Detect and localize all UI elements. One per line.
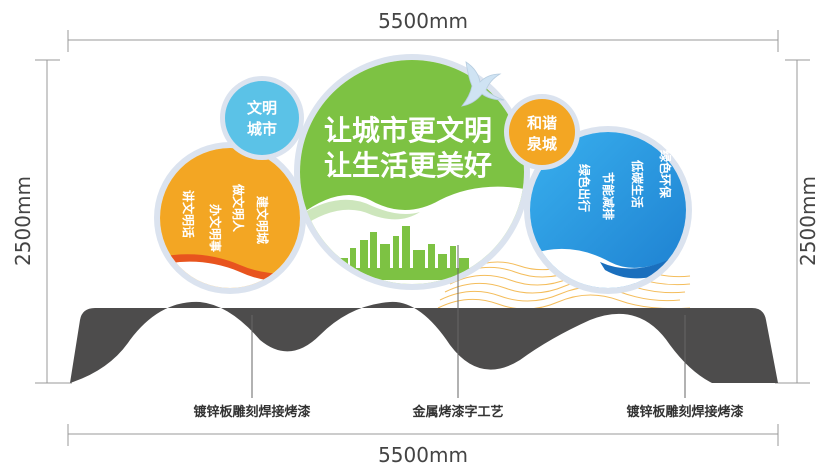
top-dimension: 5500mm	[67, 9, 779, 52]
bird-icon	[461, 61, 505, 107]
slogan-line-2: 让生活更美好	[324, 149, 492, 182]
annotation-left: 镀锌板雕刻焊接烤漆	[193, 404, 310, 420]
right-height-label: 2500mm	[796, 176, 820, 266]
left-circle: 讲文明话 做文明人 办文明事 建文明城	[154, 142, 306, 294]
small-right-circle: 和谐 泉城	[504, 94, 580, 170]
left-dimension: 2500mm	[11, 59, 72, 384]
left-column-1: 讲文明话	[181, 190, 196, 238]
left-column-2: 做文明人	[231, 183, 246, 233]
leader-lines	[251, 245, 686, 398]
center-circle: 让城市更文明 让生活更美好	[294, 54, 530, 290]
right-column-2: 节能减排	[601, 172, 616, 220]
left-height-label: 2500mm	[11, 176, 35, 266]
left-column-4: 建文明城	[255, 195, 270, 244]
small-right-line-1: 和谐	[527, 114, 557, 132]
base-plinth	[70, 301, 778, 383]
small-top-circle: 文明 城市	[220, 76, 304, 160]
right-column-4: 绿色环保	[658, 150, 673, 199]
bottom-dimension: 5500mm	[67, 424, 779, 467]
left-column-3: 办文明事	[208, 204, 223, 252]
annotation-center: 金属烤漆字工艺	[411, 404, 503, 420]
right-dimension: 2500mm	[775, 59, 820, 384]
top-width-label: 5500mm	[378, 9, 468, 33]
slogan-line-1: 让城市更文明	[324, 114, 492, 147]
bottom-width-label: 5500mm	[378, 443, 468, 467]
annotation-right: 镀锌板雕刻焊接烤漆	[626, 404, 743, 420]
right-column-1: 绿色出行	[577, 164, 592, 212]
small-right-line-2: 泉城	[526, 135, 557, 153]
small-top-line-1: 文明	[247, 99, 277, 117]
right-column-3: 低碳生活	[630, 159, 645, 208]
small-top-line-2: 城市	[247, 120, 277, 138]
